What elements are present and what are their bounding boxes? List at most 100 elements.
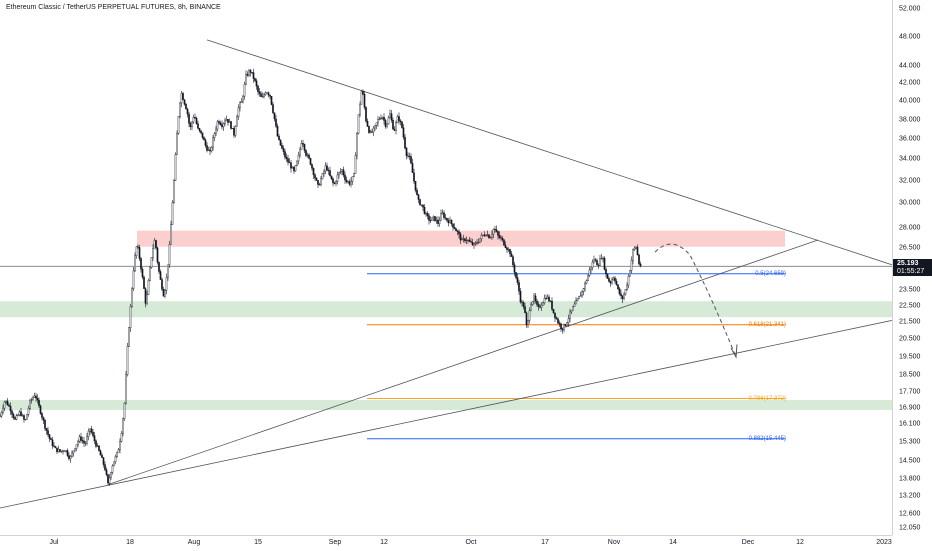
- candle-up: [375, 122, 378, 126]
- candle-down: [6, 400, 9, 406]
- time-tick-label: 2023: [876, 539, 892, 546]
- time-tick-label: 12: [380, 539, 388, 546]
- candle-up: [32, 397, 34, 400]
- candle-up: [482, 234, 484, 236]
- candle-down: [342, 169, 345, 176]
- candle-down: [288, 162, 291, 164]
- candle-down: [246, 73, 249, 76]
- candle-up: [116, 451, 118, 457]
- candle-up: [17, 414, 19, 416]
- candle-down: [285, 156, 288, 159]
- chart-plot[interactable]: [0, 0, 892, 535]
- candle-down: [293, 167, 295, 172]
- candle-down: [156, 247, 159, 263]
- candle-up: [237, 107, 240, 118]
- candle-up: [164, 290, 166, 297]
- candle-down: [309, 157, 312, 165]
- candle-down: [102, 457, 105, 465]
- candle-up: [89, 428, 91, 432]
- candle-down: [141, 268, 144, 278]
- candle-down: [414, 180, 417, 191]
- candle-up: [587, 275, 589, 282]
- candle-down: [471, 241, 474, 246]
- candle-up: [240, 100, 243, 103]
- candle-down: [258, 91, 261, 94]
- current-price: 25.193: [897, 260, 919, 267]
- candle-up: [117, 449, 120, 453]
- candle-up: [239, 102, 241, 108]
- candle-down: [603, 257, 606, 270]
- candle-up: [479, 238, 481, 243]
- candle-down: [522, 302, 525, 307]
- candle-down: [555, 317, 558, 320]
- candle-down: [392, 119, 394, 130]
- candle-up: [489, 237, 492, 239]
- candle-down: [455, 228, 457, 232]
- candle-up: [119, 441, 121, 450]
- candle-up: [147, 280, 150, 295]
- time-axis[interactable]: Jul 18 Aug 15 Sep 12 Oct 17 Nov 14 Dec 12 2023: [0, 535, 892, 551]
- candle-up: [171, 202, 174, 225]
- candle-down: [155, 240, 157, 248]
- candle-down: [66, 450, 69, 456]
- price-tick-label: 36.000: [899, 135, 921, 143]
- candle-up: [600, 258, 603, 260]
- candle-down: [198, 128, 201, 131]
- candle-up: [135, 246, 138, 256]
- candle-up: [530, 304, 532, 311]
- candle-down: [459, 233, 462, 241]
- candle-up: [146, 294, 148, 304]
- candle-down: [524, 306, 526, 314]
- candle-up: [26, 413, 28, 420]
- candle-down: [161, 279, 163, 290]
- time-tick-label: 17: [541, 539, 549, 546]
- candle-up: [563, 324, 565, 331]
- candle-up: [78, 436, 81, 442]
- candle-down: [488, 234, 490, 239]
- candle-down: [552, 308, 555, 314]
- candle-up: [630, 260, 633, 271]
- candle-up: [5, 400, 7, 403]
- candle-down: [617, 284, 619, 289]
- candle-down: [317, 180, 319, 185]
- candle-down: [50, 438, 52, 441]
- candle-up: [386, 123, 388, 127]
- candle-up: [579, 295, 582, 297]
- candle-up: [627, 276, 630, 286]
- candle-up: [69, 456, 72, 459]
- candle-down: [68, 455, 70, 459]
- candle-up: [602, 257, 604, 259]
- candle-down: [476, 242, 478, 244]
- candle-down: [620, 293, 622, 296]
- candle-down: [402, 127, 405, 138]
- candle-down: [38, 399, 40, 406]
- candle-up: [492, 228, 495, 235]
- candle-up: [570, 309, 573, 313]
- candle-up: [167, 264, 169, 278]
- candle-down: [521, 301, 523, 303]
- candle-up: [629, 270, 631, 277]
- candle-up: [395, 122, 397, 131]
- candle-down: [636, 246, 639, 256]
- candle-down: [558, 322, 561, 325]
- candle-down: [464, 238, 466, 242]
- candle-down: [188, 113, 190, 124]
- candle-up: [243, 83, 246, 97]
- candle-down: [83, 440, 85, 444]
- candle-down: [227, 119, 229, 123]
- fib-label-2: 0.618(21.341): [748, 321, 786, 328]
- candle-down: [536, 300, 538, 305]
- candle-down: [278, 135, 280, 140]
- candle-down: [249, 70, 252, 73]
- candle-down: [326, 165, 328, 171]
- candle-up: [567, 318, 570, 323]
- candle-up: [576, 298, 579, 301]
- support-zone-2: [0, 400, 892, 410]
- candle-down: [104, 464, 106, 471]
- candle-down: [209, 149, 211, 152]
- candle-down: [302, 143, 304, 145]
- candle-down: [444, 217, 447, 219]
- candle-down: [345, 179, 348, 182]
- support-zone-1: [0, 301, 892, 318]
